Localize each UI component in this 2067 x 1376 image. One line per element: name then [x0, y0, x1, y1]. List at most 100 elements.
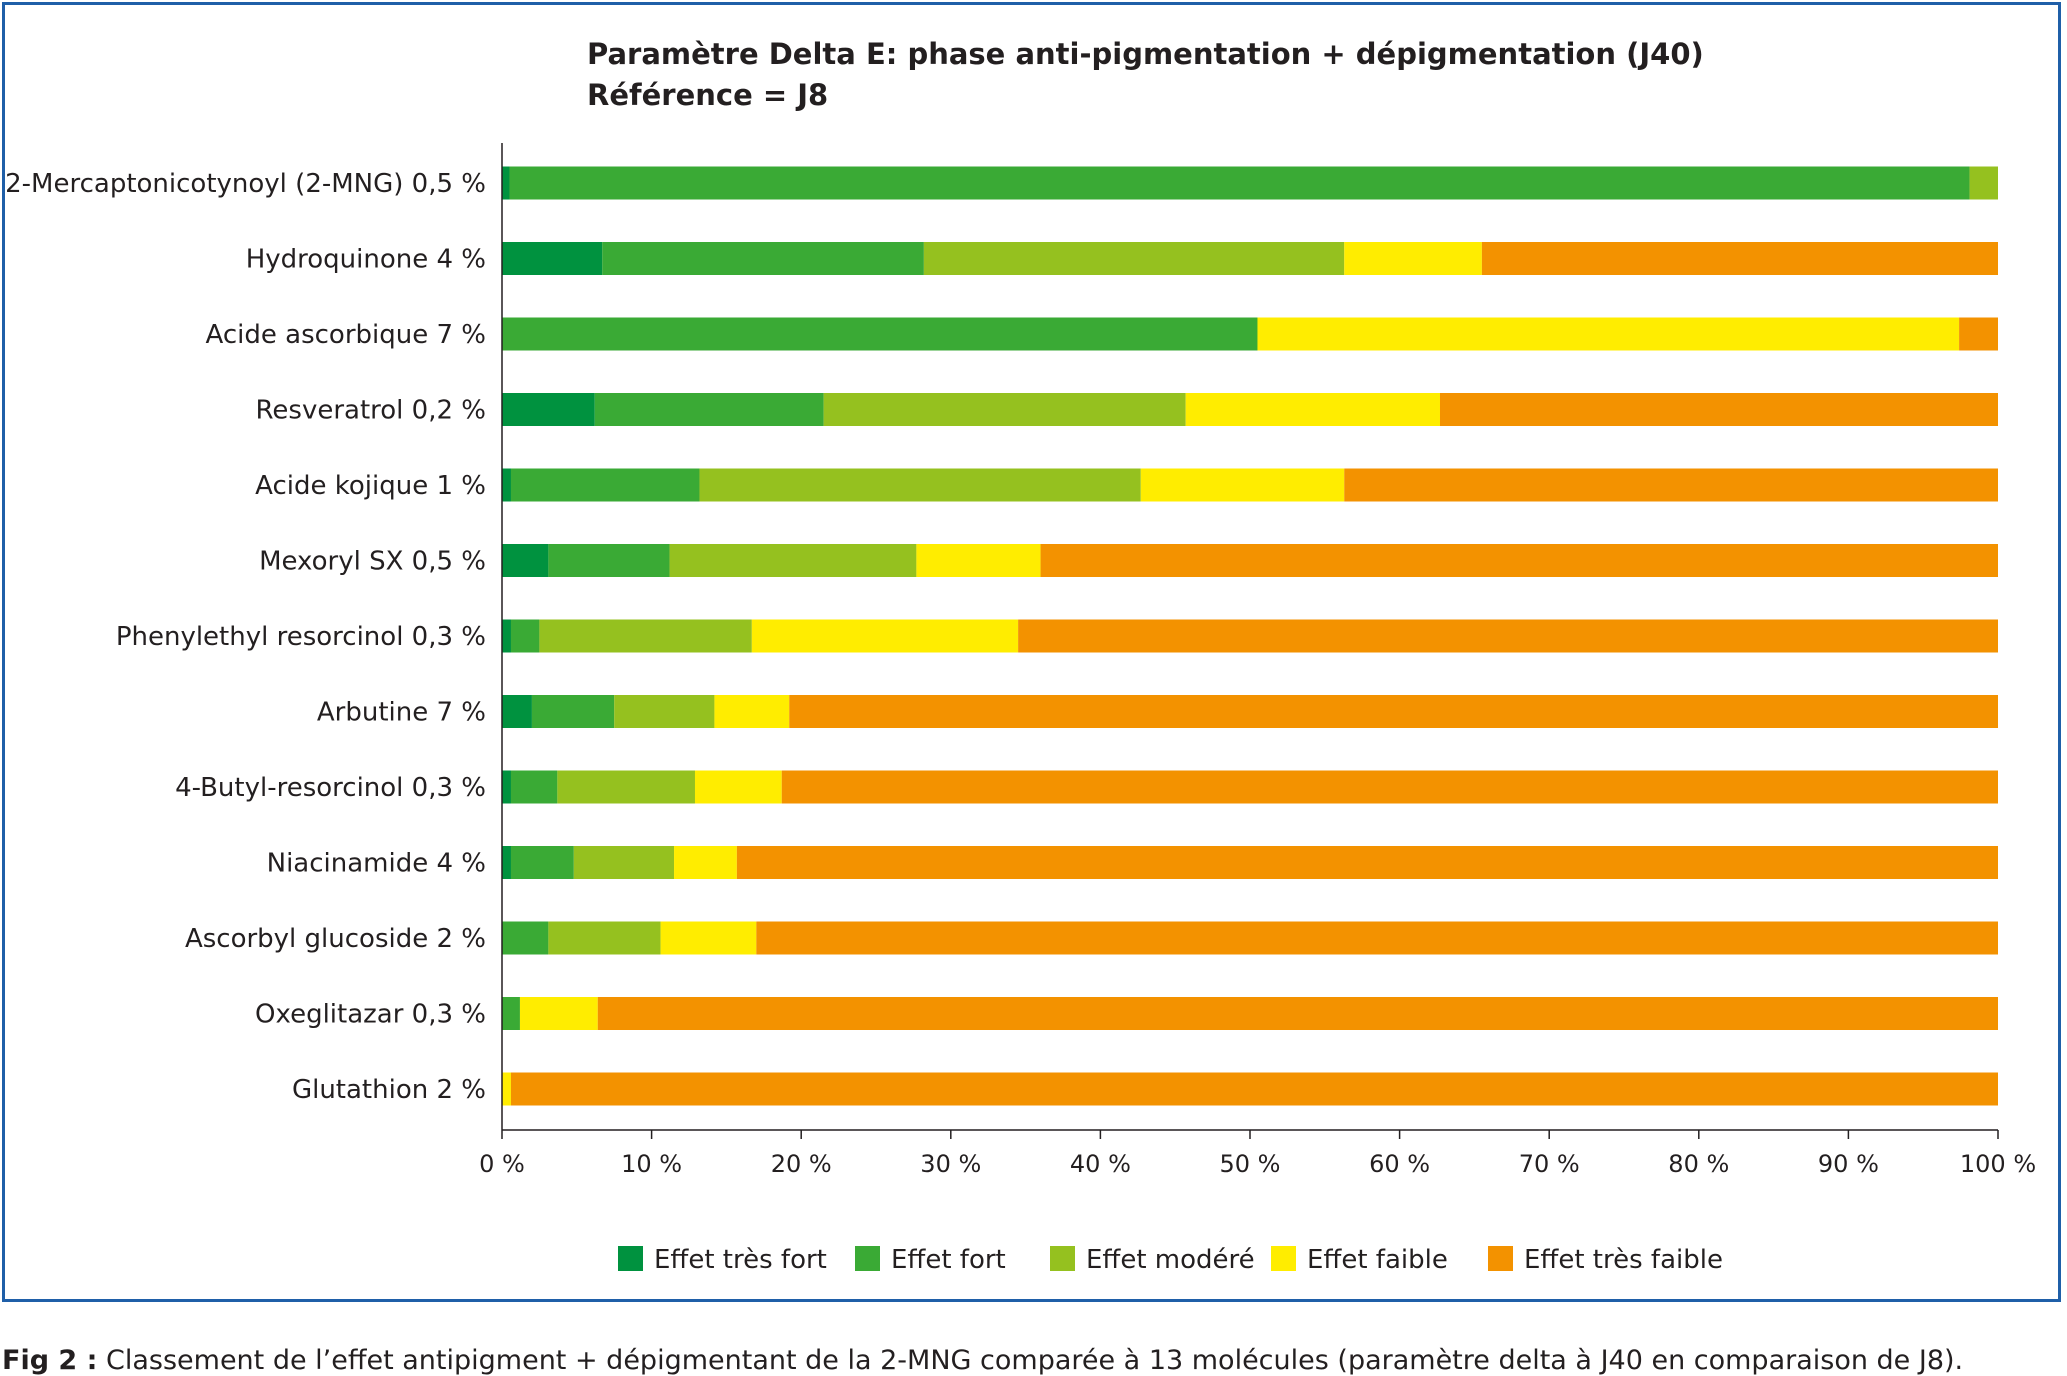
- legend-label: Effet très fort: [654, 1245, 827, 1275]
- category-label: Ascorbyl glucoside 2 %: [185, 924, 486, 954]
- category-label: Phenylethyl resorcinol 0,3 %: [116, 622, 486, 652]
- bar-segment-effet-tres-faible: [597, 997, 1998, 1030]
- bar-segment-effet-faible: [502, 1072, 511, 1106]
- bar-segment-effet-fort: [502, 997, 520, 1030]
- x-tick-label: 10 %: [621, 1150, 682, 1178]
- bar-segment-effet-fort: [502, 317, 1258, 351]
- bar-segment-effet-tres-faible: [1481, 242, 1998, 275]
- legend-item-effet-fort: Effet fort: [855, 1245, 1006, 1275]
- category-label: Arbutine 7 %: [317, 698, 486, 728]
- category-label: 4-Butyl-resorcinol 0,3 %: [175, 773, 486, 803]
- bar-segment-effet-modere: [548, 921, 661, 955]
- x-tick-label: 100 %: [1960, 1150, 2036, 1178]
- chart-title: Paramètre Delta E: phase anti-pigmentati…: [587, 37, 1704, 71]
- category-labels: 2-Mercaptonicotynoyl (2-MNG) 0,5 % Hydroq…: [5, 169, 486, 1105]
- chart-subtitle: Référence = J8: [587, 78, 828, 112]
- bar-segment-effet-tres-faible: [1959, 317, 1998, 351]
- bar-segment-effet-fort: [548, 544, 670, 577]
- bar-segment-effet-tres-fort: [502, 166, 510, 200]
- x-tick-label: 0 %: [479, 1150, 525, 1178]
- bar-segment-effet-fort: [531, 695, 615, 728]
- bar-segment-effet-tres-fort: [502, 468, 511, 502]
- x-tick-label: 90 %: [1818, 1150, 1879, 1178]
- category-label: Niacinamide 4 %: [267, 849, 486, 879]
- category-label: Mexoryl SX 0,5 %: [259, 547, 486, 577]
- bar-segment-effet-modere: [557, 770, 695, 804]
- bar-segment-effet-fort: [510, 619, 540, 653]
- bar-segment-effet-tres-fort: [502, 619, 511, 653]
- legend-label: Effet faible: [1307, 1245, 1448, 1275]
- x-tick-label: 80 %: [1668, 1150, 1729, 1178]
- bar-segment-effet-tres-faible: [1018, 619, 1998, 653]
- legend-swatch: [855, 1246, 880, 1271]
- legend-swatch: [1271, 1246, 1296, 1271]
- chart-frame: [2, 2, 2061, 1302]
- bar-segment-effet-tres-faible: [781, 770, 1999, 804]
- bar-segment-effet-tres-faible: [1439, 393, 1998, 426]
- category-label: Acide kojique 1 %: [255, 471, 486, 501]
- category-label: Glutathion 2 %: [292, 1075, 486, 1105]
- x-tick-label: 20 %: [771, 1150, 832, 1178]
- bar-segment-effet-faible: [751, 619, 1019, 653]
- bar-segment-effet-modere: [539, 619, 752, 653]
- x-tick-label: 60 %: [1369, 1150, 1430, 1178]
- legend-label: Effet très faible: [1524, 1245, 1723, 1275]
- bar-segment-effet-tres-fort: [502, 770, 511, 804]
- bar-segment-effet-fort: [502, 921, 549, 955]
- legend-item-effet-faible: Effet faible: [1271, 1245, 1448, 1275]
- bar-segment-effet-tres-faible: [1344, 468, 1998, 502]
- bar-segment-effet-faible: [1344, 242, 1482, 275]
- category-label: Acide ascorbique 7 %: [206, 320, 486, 350]
- caption-text: Classement de l’effet antipigment + dépi…: [97, 1345, 1964, 1376]
- x-tick-label: 30 %: [920, 1150, 981, 1178]
- bars-layer: [502, 166, 1999, 1106]
- bar-segment-effet-faible: [674, 846, 737, 879]
- bar-segment-effet-faible: [1185, 393, 1440, 426]
- bar-segment-effet-tres-fort: [502, 846, 511, 879]
- legend-swatch: [1488, 1246, 1513, 1271]
- x-tick-label: 40 %: [1070, 1150, 1131, 1178]
- bar-segment-effet-faible: [1257, 317, 1960, 351]
- bar-segment-effet-modere: [1969, 166, 1998, 200]
- category-label: Resveratrol 0,2 %: [256, 396, 486, 426]
- bar-segment-effet-tres-fort: [502, 393, 595, 426]
- legend-item-effet-tres-faible: Effet très faible: [1488, 1245, 1723, 1275]
- bar-segment-effet-tres-faible: [510, 1072, 1998, 1106]
- bar-segment-effet-fort: [509, 166, 1970, 200]
- bar-segment-effet-modere: [823, 393, 1186, 426]
- bar-segment-effet-faible: [714, 695, 790, 728]
- bar-segment-effet-fort: [510, 846, 574, 879]
- bar-segment-effet-tres-faible: [736, 846, 1998, 879]
- bar-segment-effet-modere: [573, 846, 675, 879]
- bar-segment-effet-tres-fort: [502, 544, 549, 577]
- bar-segment-effet-tres-faible: [756, 921, 1998, 955]
- figure-caption: Fig 2 : Classement de l’effet antipigmen…: [2, 1345, 1963, 1376]
- bar-segment-effet-modere: [614, 695, 715, 728]
- category-label: Hydroquinone 4 %: [246, 245, 486, 275]
- bar-segment-effet-fort: [510, 770, 558, 804]
- bar-segment-effet-tres-fort: [502, 242, 603, 275]
- legend-label: Effet fort: [891, 1245, 1006, 1275]
- bar-segment-effet-faible: [1140, 468, 1345, 502]
- category-label: 2-Mercaptonicotynoyl (2-MNG) 0,5 %: [5, 169, 486, 199]
- bar-segment-effet-faible: [519, 997, 598, 1030]
- bar-segment-effet-fort: [510, 468, 700, 502]
- caption-label: Fig 2 :: [2, 1345, 98, 1376]
- bar-segment-effet-tres-faible: [1040, 544, 1998, 577]
- bar-segment-effet-tres-fort: [502, 695, 532, 728]
- bar-segment-effet-modere: [699, 468, 1141, 502]
- x-tick-label: 70 %: [1519, 1150, 1580, 1178]
- legend-swatch: [1050, 1246, 1075, 1271]
- bar-segment-effet-fort: [602, 242, 924, 275]
- legend: Effet très fort Effet fort Effet modéré Eff…: [618, 1245, 1723, 1275]
- legend-item-effet-tres-fort: Effet très fort: [618, 1245, 827, 1275]
- category-label: Oxeglitazar 0,3 %: [255, 1000, 486, 1030]
- bar-segment-effet-tres-faible: [789, 695, 1999, 728]
- bar-segment-effet-modere: [669, 544, 917, 577]
- bar-segment-effet-faible: [916, 544, 1041, 577]
- bar-segment-effet-fort: [594, 393, 824, 426]
- bar-segment-effet-modere: [923, 242, 1345, 275]
- bar-segment-effet-faible: [694, 770, 782, 804]
- legend-label: Effet modéré: [1086, 1245, 1255, 1275]
